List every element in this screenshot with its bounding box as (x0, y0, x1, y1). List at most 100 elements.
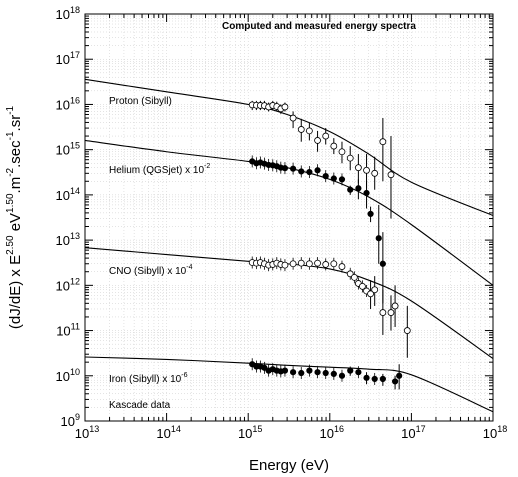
y-label-mid3: .sec (7, 140, 24, 168)
data-point-filled (338, 372, 346, 379)
y-label-mid4: .sr (7, 115, 24, 132)
model-curve-3 (84, 356, 494, 413)
y-label-exp4: -1 (5, 131, 16, 140)
data-point-filled (379, 375, 386, 383)
y-tick-base: 10 (56, 278, 70, 293)
y-tick-base: 10 (56, 97, 70, 112)
y-tick-exponent: 14 (70, 186, 80, 196)
data-point-open (297, 259, 305, 267)
data-point-filled (322, 369, 329, 377)
data-point-filled (330, 370, 337, 378)
data-point-filled (375, 235, 382, 242)
data-point-filled (281, 367, 289, 374)
data-point-open (330, 142, 338, 150)
data-point-open (391, 302, 399, 310)
y-tick-base: 10 (56, 369, 70, 384)
y-tick-base: 10 (56, 233, 70, 248)
data-point-open (346, 154, 354, 162)
data-point-filled (314, 369, 321, 376)
data-point-open (305, 260, 313, 268)
data-point-filled (281, 165, 289, 172)
data-point-filled (379, 260, 386, 267)
x-tick-label: 1013 (75, 424, 99, 441)
x-tick-base: 10 (320, 426, 334, 441)
x-tick-base: 10 (156, 426, 170, 441)
y-tick-exponent: 12 (70, 276, 80, 286)
plot-frame (84, 13, 494, 422)
data-point-filled (396, 372, 403, 379)
y-tick-label: 1016 (56, 95, 80, 112)
x-tick-label: 1014 (156, 424, 180, 441)
y-label-exp3: -2 (5, 167, 16, 176)
x-tick-exponent: 17 (416, 424, 426, 434)
data-point-filled (306, 168, 313, 176)
y-tick-label: 1013 (56, 231, 80, 248)
data-point-open (314, 137, 321, 144)
data-point-open (371, 286, 379, 294)
annotation-text: Iron (Sibyll) x 10 (109, 374, 182, 385)
data-point-filled (367, 210, 374, 217)
model-curve-0 (84, 78, 494, 217)
annotation-text: CNO (Sibyll) x 10 (109, 266, 187, 277)
y-label-mid2: .m (7, 177, 24, 194)
data-point-open (314, 259, 321, 267)
data-point-open (322, 132, 330, 140)
data-point-filled (363, 189, 370, 197)
annotation-text: Helium (QGSjet) x 10 (109, 165, 204, 176)
data-point-open (379, 309, 387, 316)
data-point-open (281, 103, 289, 111)
data-point-open (350, 273, 358, 281)
data-point-filled (363, 374, 370, 381)
data-point-open (330, 260, 338, 268)
data-point-open (363, 166, 370, 174)
annotation-exponent: -2 (204, 163, 210, 170)
x-tick-exponent: 16 (334, 424, 344, 434)
annotation-exponent: -6 (181, 372, 187, 379)
x-tick-base: 10 (401, 426, 415, 441)
y-tick-base: 10 (56, 7, 70, 22)
data-point-open (379, 138, 387, 146)
data-point-filled (322, 173, 329, 180)
y-tick-exponent: 13 (70, 231, 80, 241)
annotation-1: Helium (QGSjet) x 10-2 (109, 163, 210, 176)
y-tick-exponent: 10 (70, 367, 80, 377)
y-tick-label: 1012 (56, 276, 80, 293)
annotation-text: Kascade data (109, 400, 171, 411)
x-tick-label: 1016 (320, 424, 344, 441)
y-tick-exponent: 11 (71, 322, 80, 332)
y-label-exp5: -1 (5, 105, 16, 114)
y-label-exp1: 2.50 (5, 235, 16, 255)
data-point-filled (347, 367, 354, 374)
y-tick-base: 10 (56, 52, 70, 67)
y-tick-label: 1011 (56, 322, 80, 339)
y-tick-label: 109 (61, 412, 80, 429)
data-point-filled (347, 186, 354, 193)
data-point-filled (314, 167, 321, 174)
data-point-open (289, 260, 297, 268)
data-point-filled (355, 185, 362, 192)
data-point-open (281, 261, 289, 269)
x-tick-base: 10 (75, 426, 89, 441)
x-tick-base: 10 (238, 426, 252, 441)
y-tick-label: 1010 (56, 367, 80, 384)
data-point-open (305, 127, 313, 135)
y-tick-label: 1015 (56, 141, 80, 158)
y-label-prefix: (dJ/dE) x E (7, 255, 24, 329)
data-point-filled (298, 369, 305, 377)
model-curves (84, 78, 494, 413)
data-point-filled (306, 367, 313, 374)
y-tick-base: 10 (56, 188, 70, 203)
data-point-open (387, 309, 395, 316)
y-tick-base: 10 (61, 414, 75, 429)
data-point-filled (289, 369, 297, 376)
y-label-exp2: 1.50 (5, 193, 16, 213)
annotation-exponent: -4 (186, 264, 192, 271)
y-label-mid1: eV (7, 213, 24, 236)
y-tick-label: 1014 (56, 186, 80, 203)
data-point-filled (371, 375, 378, 383)
x-tick-exponent: 18 (497, 424, 507, 434)
data-point-open (289, 114, 297, 122)
y-tick-exponent: 18 (70, 5, 80, 15)
